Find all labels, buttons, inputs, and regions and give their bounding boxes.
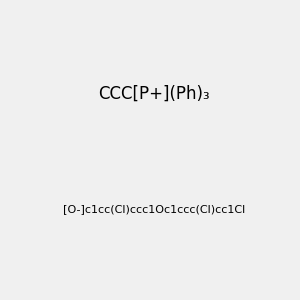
Text: CCC[P+](Ph)₃: CCC[P+](Ph)₃: [98, 85, 210, 103]
Text: [O-]c1cc(Cl)ccc1Oc1ccc(Cl)cc1Cl: [O-]c1cc(Cl)ccc1Oc1ccc(Cl)cc1Cl: [63, 204, 245, 214]
